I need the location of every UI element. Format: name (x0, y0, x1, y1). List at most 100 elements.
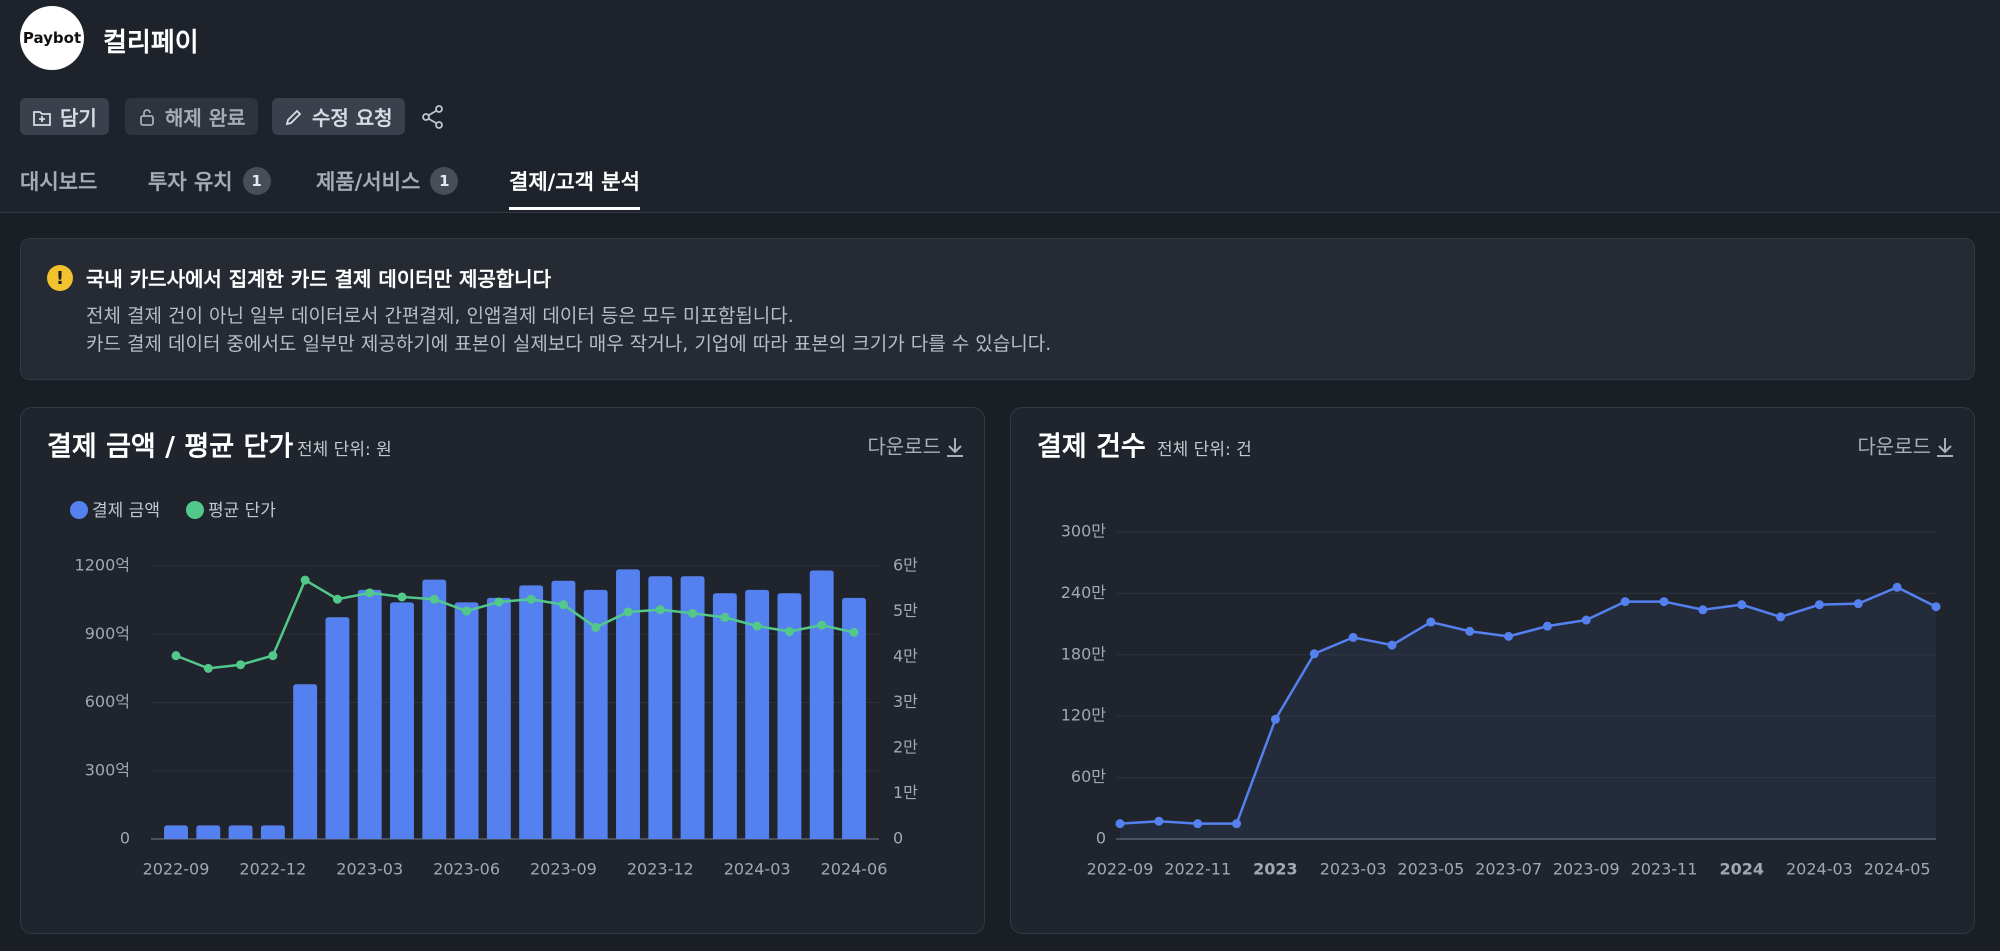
y-tick-label: 180만 (1061, 644, 1107, 663)
x-tick-label: 2022-11 (1164, 860, 1231, 879)
point (1465, 626, 1475, 636)
point (720, 612, 730, 622)
bar (842, 597, 866, 839)
point (1931, 602, 1941, 612)
tab-label: 대시보드 (20, 170, 98, 194)
point (332, 594, 342, 604)
y-tick-label: 300만 (1061, 522, 1107, 541)
line (175, 578, 855, 670)
point (397, 592, 407, 602)
x-tick-label: 2023-03 (1320, 860, 1387, 879)
y-tick-label: 0 (1096, 829, 1106, 848)
x-tick-label: 2023-11 (1631, 860, 1698, 879)
tab[interactable]: 투자 유치 1 (148, 166, 271, 196)
notice-title: 국내 카드사에서 집계한 카드 결제 데이터만 제공합니다 (86, 267, 551, 291)
bar (616, 569, 640, 839)
tab[interactable]: 제품/서비스 1 (316, 166, 459, 196)
tab-label: 투자 유치 (148, 170, 233, 194)
download-icon (1937, 438, 1953, 457)
y-tick-label: 240만 (1061, 583, 1107, 602)
chart-title: 결제 금액 / 평균 단가 (47, 432, 293, 463)
download-icon (947, 438, 963, 457)
bar (680, 576, 705, 839)
point (494, 597, 504, 607)
tab-label: 결제/고객 분석 (509, 170, 640, 194)
legend-marker (70, 501, 88, 519)
bar (454, 602, 479, 839)
bar (228, 825, 253, 839)
legend-label: 평균 단가 (208, 501, 276, 521)
y-tick-label: 600억 (85, 692, 130, 711)
point (1620, 597, 1630, 607)
point (365, 588, 375, 598)
x-tick-label: 2024-06 (821, 860, 888, 879)
x-tick-label: 2023 (1253, 860, 1298, 879)
tab-underline (509, 207, 640, 210)
point (1698, 605, 1708, 615)
x-tick-label: 2024-03 (724, 860, 791, 879)
point (268, 651, 278, 661)
y2-tick-label: 1만 (893, 783, 918, 802)
point (1892, 582, 1902, 592)
point (817, 620, 827, 630)
bar (260, 825, 285, 839)
tab-badge: 1 (430, 167, 459, 195)
point (1193, 819, 1203, 829)
save-button[interactable]: 담기 (20, 98, 109, 135)
x-tick-label: 2024-03 (1786, 860, 1853, 879)
bar (422, 579, 447, 839)
y2-tick-label: 0 (893, 829, 903, 848)
point (688, 608, 698, 618)
point (300, 575, 310, 585)
point (849, 627, 859, 637)
icon (140, 108, 154, 126)
bar (583, 589, 608, 839)
x-tick-label: 2024-05 (1864, 860, 1931, 879)
tab[interactable]: 대시보드 (20, 166, 97, 196)
logo: Paybot (20, 6, 84, 70)
point (1776, 612, 1786, 622)
point (1387, 640, 1397, 650)
tab-active[interactable]: 결제/고객 분석 (509, 166, 640, 196)
y-tick-label: 0 (120, 829, 130, 848)
point (558, 600, 568, 610)
chart-subtitle: 전체 단위: 건 (1157, 440, 1252, 460)
bar (164, 825, 188, 839)
download-button[interactable]: 다운로드 (1857, 435, 1931, 459)
y-tick-label: 1200억 (75, 556, 130, 575)
bar (390, 602, 414, 839)
legend-label: 결제 금액 (92, 501, 160, 521)
point (1814, 600, 1824, 610)
unlock-button[interactable]: 해제 완료 (125, 98, 258, 135)
share-button[interactable] (420, 104, 446, 130)
point (1659, 597, 1669, 607)
download-button[interactable]: 다운로드 (867, 435, 941, 459)
x-tick-label: 2024 (1719, 860, 1764, 879)
icon (285, 109, 302, 125)
header: Paybot 컬리페이 담기 해제 완료 수정 요청 대시보드 투자 유치 1 제… (0, 0, 2000, 213)
bar (777, 593, 802, 839)
point (236, 660, 246, 670)
point (1504, 631, 1514, 641)
point (1232, 819, 1242, 829)
chart: 결제 금액 / 평균 단가 전체 단위: 원 다운로드 0 300억 600억 900억 12… (47, 432, 963, 879)
line (1119, 585, 1937, 825)
bar (357, 589, 382, 839)
y-tick-label: 300억 (85, 760, 130, 779)
bar (486, 597, 511, 839)
point (752, 621, 762, 631)
point (1309, 649, 1319, 659)
legend-marker (185, 501, 204, 519)
point (1348, 632, 1358, 642)
edit-request-button[interactable]: 수정 요청 (272, 98, 405, 135)
point (1154, 816, 1164, 826)
point (1853, 599, 1863, 609)
y2-tick-label: 2만 (893, 738, 918, 757)
y2-tick-label: 6만 (893, 556, 918, 575)
x-tick-label: 2023-09 (1553, 860, 1620, 879)
point (1115, 819, 1125, 829)
point (1542, 621, 1552, 631)
x-tick-label: 2023-07 (1475, 860, 1542, 879)
chart-card: 결제 건수 전체 단위: 건 다운로드 0 60만 120만 180만 240만 300만 202… (1010, 407, 1975, 934)
